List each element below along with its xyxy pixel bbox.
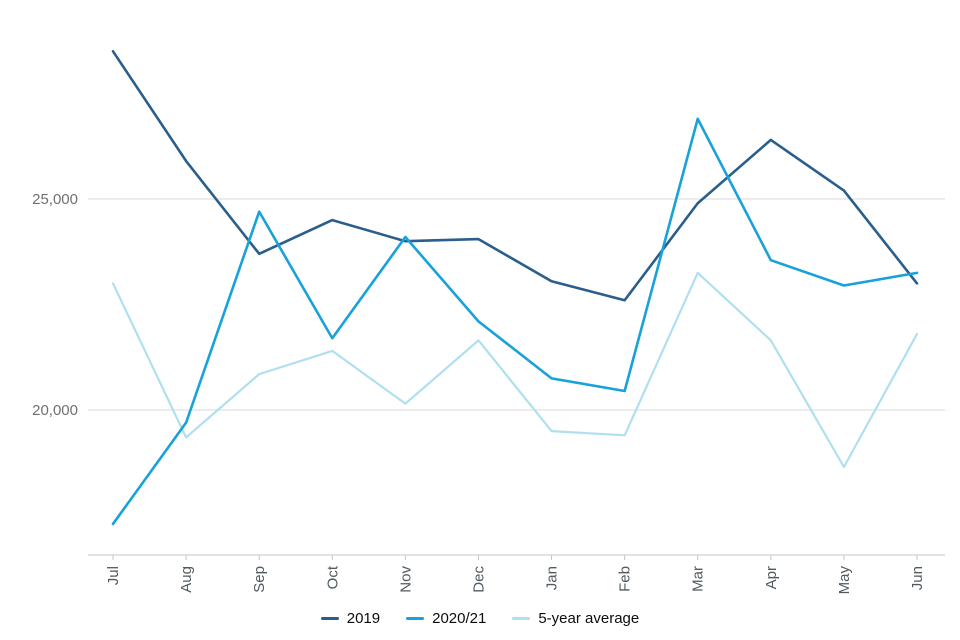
series-line-2020-21 xyxy=(111,117,919,526)
x-axis-tick-label: Dec xyxy=(470,566,487,593)
x-axis-tick-label: Oct xyxy=(324,565,341,589)
legend-swatch-2019 xyxy=(320,616,339,620)
x-axis-tick-label: Mar xyxy=(690,566,707,592)
y-axis-tick-label: 20,000 xyxy=(32,402,78,419)
x-axis-tick-label: Feb xyxy=(617,566,634,592)
x-axis-tick-label: May xyxy=(836,566,853,595)
legend-label-5-year-average: 5-year average xyxy=(538,609,640,627)
x-axis-tick-label: Jan xyxy=(544,566,561,590)
legend-item-2019: 2019 xyxy=(320,609,381,627)
x-axis-tick-label: Jun xyxy=(909,566,926,590)
legend-label-2020-21: 2020/21 xyxy=(432,609,487,627)
x-axis-tick-label: Aug xyxy=(178,566,195,593)
series-line-5-year-average xyxy=(111,271,919,469)
legend-item-5-year-average: 5-year average xyxy=(512,610,639,627)
chart-plot-area: 25,000 20,000 Jul Aug Sep Oct Nov Dec Jan Feb Mar A… xyxy=(32,49,945,595)
x-axis-tick-label: Sep xyxy=(251,566,268,593)
x-axis-tick-label: Jul xyxy=(105,566,122,585)
series-line-2019 xyxy=(111,49,919,302)
x-axis-tick-label: Nov xyxy=(397,566,414,593)
y-axis-tick-label: 25,000 xyxy=(32,191,78,208)
legend-item-2020-21: 2020/21 xyxy=(406,610,486,627)
legend-swatch-2020-21 xyxy=(406,616,425,620)
chart-legend: 2019 2020/21 5-year average xyxy=(0,604,960,632)
x-axis-tick-label: Apr xyxy=(763,566,780,589)
legend-swatch-5-year-average xyxy=(512,616,531,620)
legend-label-2019: 2019 xyxy=(346,609,381,627)
